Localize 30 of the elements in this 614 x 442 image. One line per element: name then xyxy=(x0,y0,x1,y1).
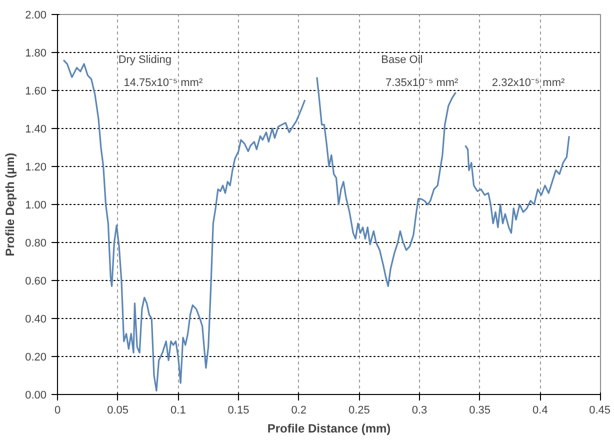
y-tick-label: 1.40 xyxy=(25,124,47,136)
annotation: 2.32x10⁻⁵ mm² xyxy=(492,76,565,89)
x-tick-label: 0.4 xyxy=(532,404,548,416)
y-axis-title: Profile Depth (µm) xyxy=(3,152,18,256)
annotation: Dry Sliding xyxy=(118,54,172,66)
annotation: 14.75x10⁻⁵ mm² xyxy=(124,76,203,89)
x-axis-title: Profile Distance (mm) xyxy=(267,422,391,436)
y-tick-label: 0.40 xyxy=(25,314,47,326)
y-tick-label: 1.00 xyxy=(25,200,47,212)
x-tick-label: 0.45 xyxy=(589,404,611,416)
line-series xyxy=(316,76,456,287)
x-tick-label: 0.35 xyxy=(469,404,491,416)
y-tick-label: 1.60 xyxy=(25,86,47,98)
y-tick-label: 0.60 xyxy=(25,276,47,288)
y-tick-label: 0.80 xyxy=(25,238,47,250)
x-tick-label: 0.25 xyxy=(348,404,370,416)
x-tick-label: 0 xyxy=(54,404,61,416)
y-tick-label: 1.20 xyxy=(25,162,47,174)
line-series xyxy=(464,135,570,234)
x-tick-label: 0.15 xyxy=(228,404,250,416)
y-tick-label: 2.00 xyxy=(25,10,47,22)
y-tick-label: 0.00 xyxy=(25,390,47,402)
annotation: 7.35x10⁻⁵ mm² xyxy=(385,76,459,89)
x-tick-label: 0.05 xyxy=(107,404,129,416)
y-tick-label: 1.80 xyxy=(25,48,47,60)
x-tick-label: 0.2 xyxy=(291,404,306,416)
annotation: Base Oil xyxy=(381,54,423,66)
x-tick-label: 0.1 xyxy=(170,404,186,416)
x-tick-label: 0.3 xyxy=(412,404,428,416)
y-tick-label: 0.20 xyxy=(25,352,47,364)
